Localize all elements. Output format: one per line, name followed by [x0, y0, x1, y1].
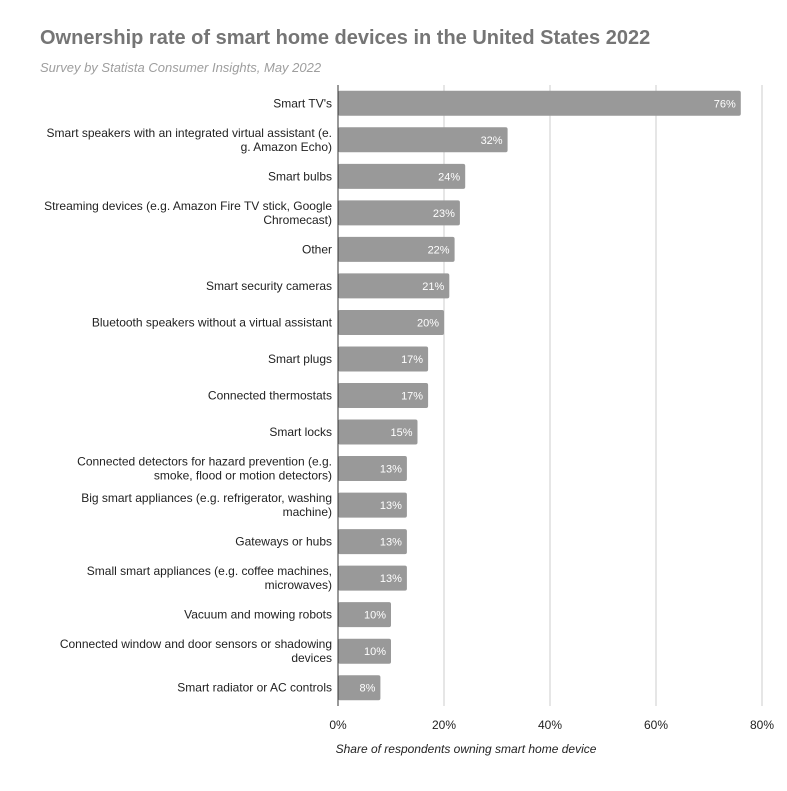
data-label: 10% — [364, 646, 386, 658]
data-label: 15% — [390, 427, 412, 439]
category-label: Bluetooth speakers without a virtual ass… — [92, 315, 333, 329]
data-label: 20% — [417, 317, 439, 329]
category-label: Smart locks — [269, 425, 332, 439]
data-label: 13% — [380, 500, 402, 512]
bar — [338, 383, 429, 408]
data-label: 32% — [481, 135, 503, 147]
data-label: 23% — [433, 208, 455, 220]
category-label: Smart TV's — [273, 96, 332, 110]
bar — [338, 456, 407, 482]
bar — [338, 638, 391, 664]
x-axis-title: Share of respondents owning smart home d… — [336, 742, 597, 756]
bar — [338, 529, 407, 555]
data-label: 21% — [422, 281, 444, 293]
category-label: Small smart appliances (e.g. coffee mach… — [87, 564, 332, 592]
bar — [338, 127, 508, 153]
bar — [338, 492, 407, 518]
x-tick-label: 20% — [432, 718, 456, 732]
category-label: Big smart appliances (e.g. refrigerator,… — [81, 491, 332, 519]
category-label: Gateways or hubs — [235, 535, 332, 549]
bar — [338, 163, 466, 189]
bar — [338, 565, 407, 591]
bar — [338, 419, 418, 445]
data-label: 17% — [401, 354, 423, 366]
bar — [338, 602, 391, 628]
category-label: Other — [302, 242, 332, 256]
bar — [338, 273, 450, 299]
data-label: 22% — [428, 244, 450, 256]
data-label: 8% — [359, 683, 375, 695]
category-label: Connected thermostats — [208, 389, 332, 403]
category-label: Smart speakers with an integrated virtua… — [47, 126, 332, 154]
data-label: 17% — [401, 391, 423, 403]
x-tick-label: 0% — [329, 718, 347, 732]
bar — [338, 675, 381, 701]
category-label: Connected detectors for hazard preventio… — [77, 455, 332, 483]
bar — [338, 309, 444, 335]
category-label: Smart security cameras — [206, 279, 332, 293]
chart-subtitle: Survey by Statista Consumer Insights, Ma… — [40, 60, 322, 75]
data-label: 13% — [380, 537, 402, 549]
data-label: 13% — [380, 464, 402, 476]
x-tick-label: 60% — [644, 718, 668, 732]
x-tick-label: 80% — [750, 718, 774, 732]
category-label: Smart radiator or AC controls — [177, 681, 332, 695]
category-label: Vacuum and mowing robots — [184, 608, 332, 622]
data-label: 13% — [380, 573, 402, 585]
category-label: Smart plugs — [268, 352, 332, 366]
bar — [338, 236, 455, 262]
bar — [338, 346, 429, 372]
category-label: Smart bulbs — [268, 169, 332, 183]
chart-title: Ownership rate of smart home devices in … — [40, 27, 651, 49]
x-tick-label: 40% — [538, 718, 562, 732]
bar — [338, 90, 741, 116]
data-label: 76% — [714, 98, 736, 110]
bar — [338, 200, 460, 226]
category-label: Connected window and door sensors or sha… — [60, 637, 332, 665]
category-label: Streaming devices (e.g. Amazon Fire TV s… — [44, 199, 332, 227]
data-label: 10% — [364, 610, 386, 622]
data-label: 24% — [438, 171, 460, 183]
